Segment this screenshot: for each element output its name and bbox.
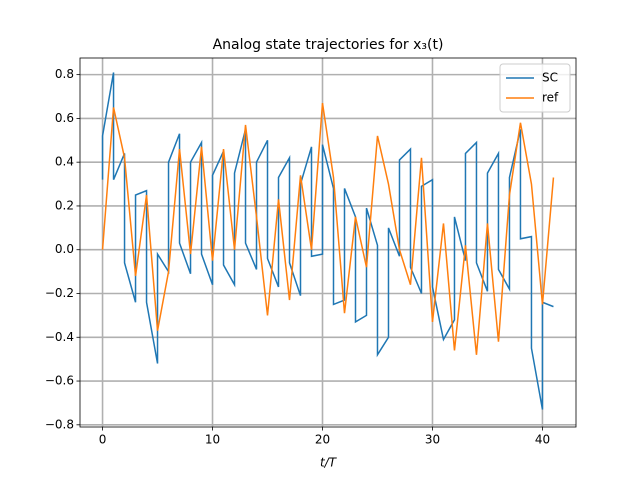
legend-label: SC: [542, 71, 558, 85]
legend-label: ref: [542, 91, 559, 105]
y-tick-label: −0.6: [45, 374, 74, 388]
y-tick-label: 0.4: [55, 155, 74, 169]
y-tick-label: 0.2: [55, 198, 74, 212]
y-tick-label: 0.6: [55, 111, 74, 125]
y-tick-label: 0.0: [55, 242, 74, 256]
series-line: [101, 72, 554, 410]
x-axis-label: t/T: [320, 456, 338, 470]
y-tick-label: −0.8: [45, 417, 74, 431]
x-tick-label: 0: [99, 433, 107, 447]
plot-frame: [79, 57, 577, 428]
y-tick-label: −0.2: [45, 286, 74, 300]
series-line: [101, 102, 555, 355]
x-tick-label: 30: [425, 433, 440, 447]
chart-title: Analog state trajectories for x₃(t): [213, 37, 444, 53]
x-tick-label: 20: [315, 433, 330, 447]
x-tick-label: 10: [205, 433, 220, 447]
legend-box: [499, 63, 571, 113]
x-tick-label: 40: [535, 433, 550, 447]
y-tick-label: −0.4: [45, 330, 74, 344]
y-tick-label: 0.8: [55, 67, 74, 81]
